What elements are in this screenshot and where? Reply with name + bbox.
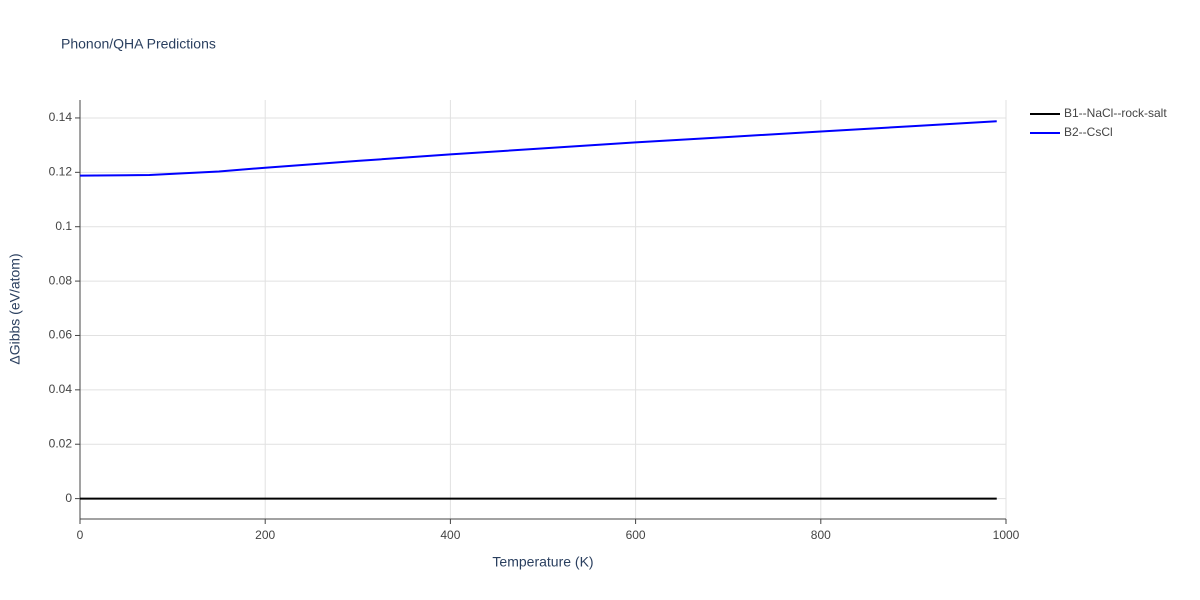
y-tick-label: 0.1 — [55, 219, 72, 233]
x-tick-label: 0 — [77, 528, 84, 542]
x-tick-label: 600 — [626, 528, 646, 542]
y-tick-label: 0.06 — [49, 328, 73, 342]
x-tick-label: 200 — [255, 528, 275, 542]
y-tick-label: 0 — [65, 491, 72, 505]
y-tick-label: 0.14 — [49, 110, 73, 124]
chart-title: Phonon/QHA Predictions — [61, 36, 216, 52]
y-tick-label: 0.02 — [49, 436, 73, 450]
y-tick-label: 0.04 — [49, 382, 73, 396]
x-axis-title: Temperature (K) — [492, 554, 593, 570]
legend-label: B1--NaCl--rock-salt — [1064, 106, 1167, 120]
y-axis-title: ΔGibbs (eV/atom) — [7, 253, 23, 364]
x-tick-label: 400 — [440, 528, 460, 542]
data-line — [79, 120, 997, 177]
y-tick-label: 0.12 — [49, 164, 73, 178]
legend-label: B2--CsCl — [1064, 125, 1113, 139]
x-tick-label: 1000 — [993, 528, 1020, 542]
x-tick-label: 800 — [811, 528, 831, 542]
y-tick-label: 0.08 — [49, 273, 73, 287]
